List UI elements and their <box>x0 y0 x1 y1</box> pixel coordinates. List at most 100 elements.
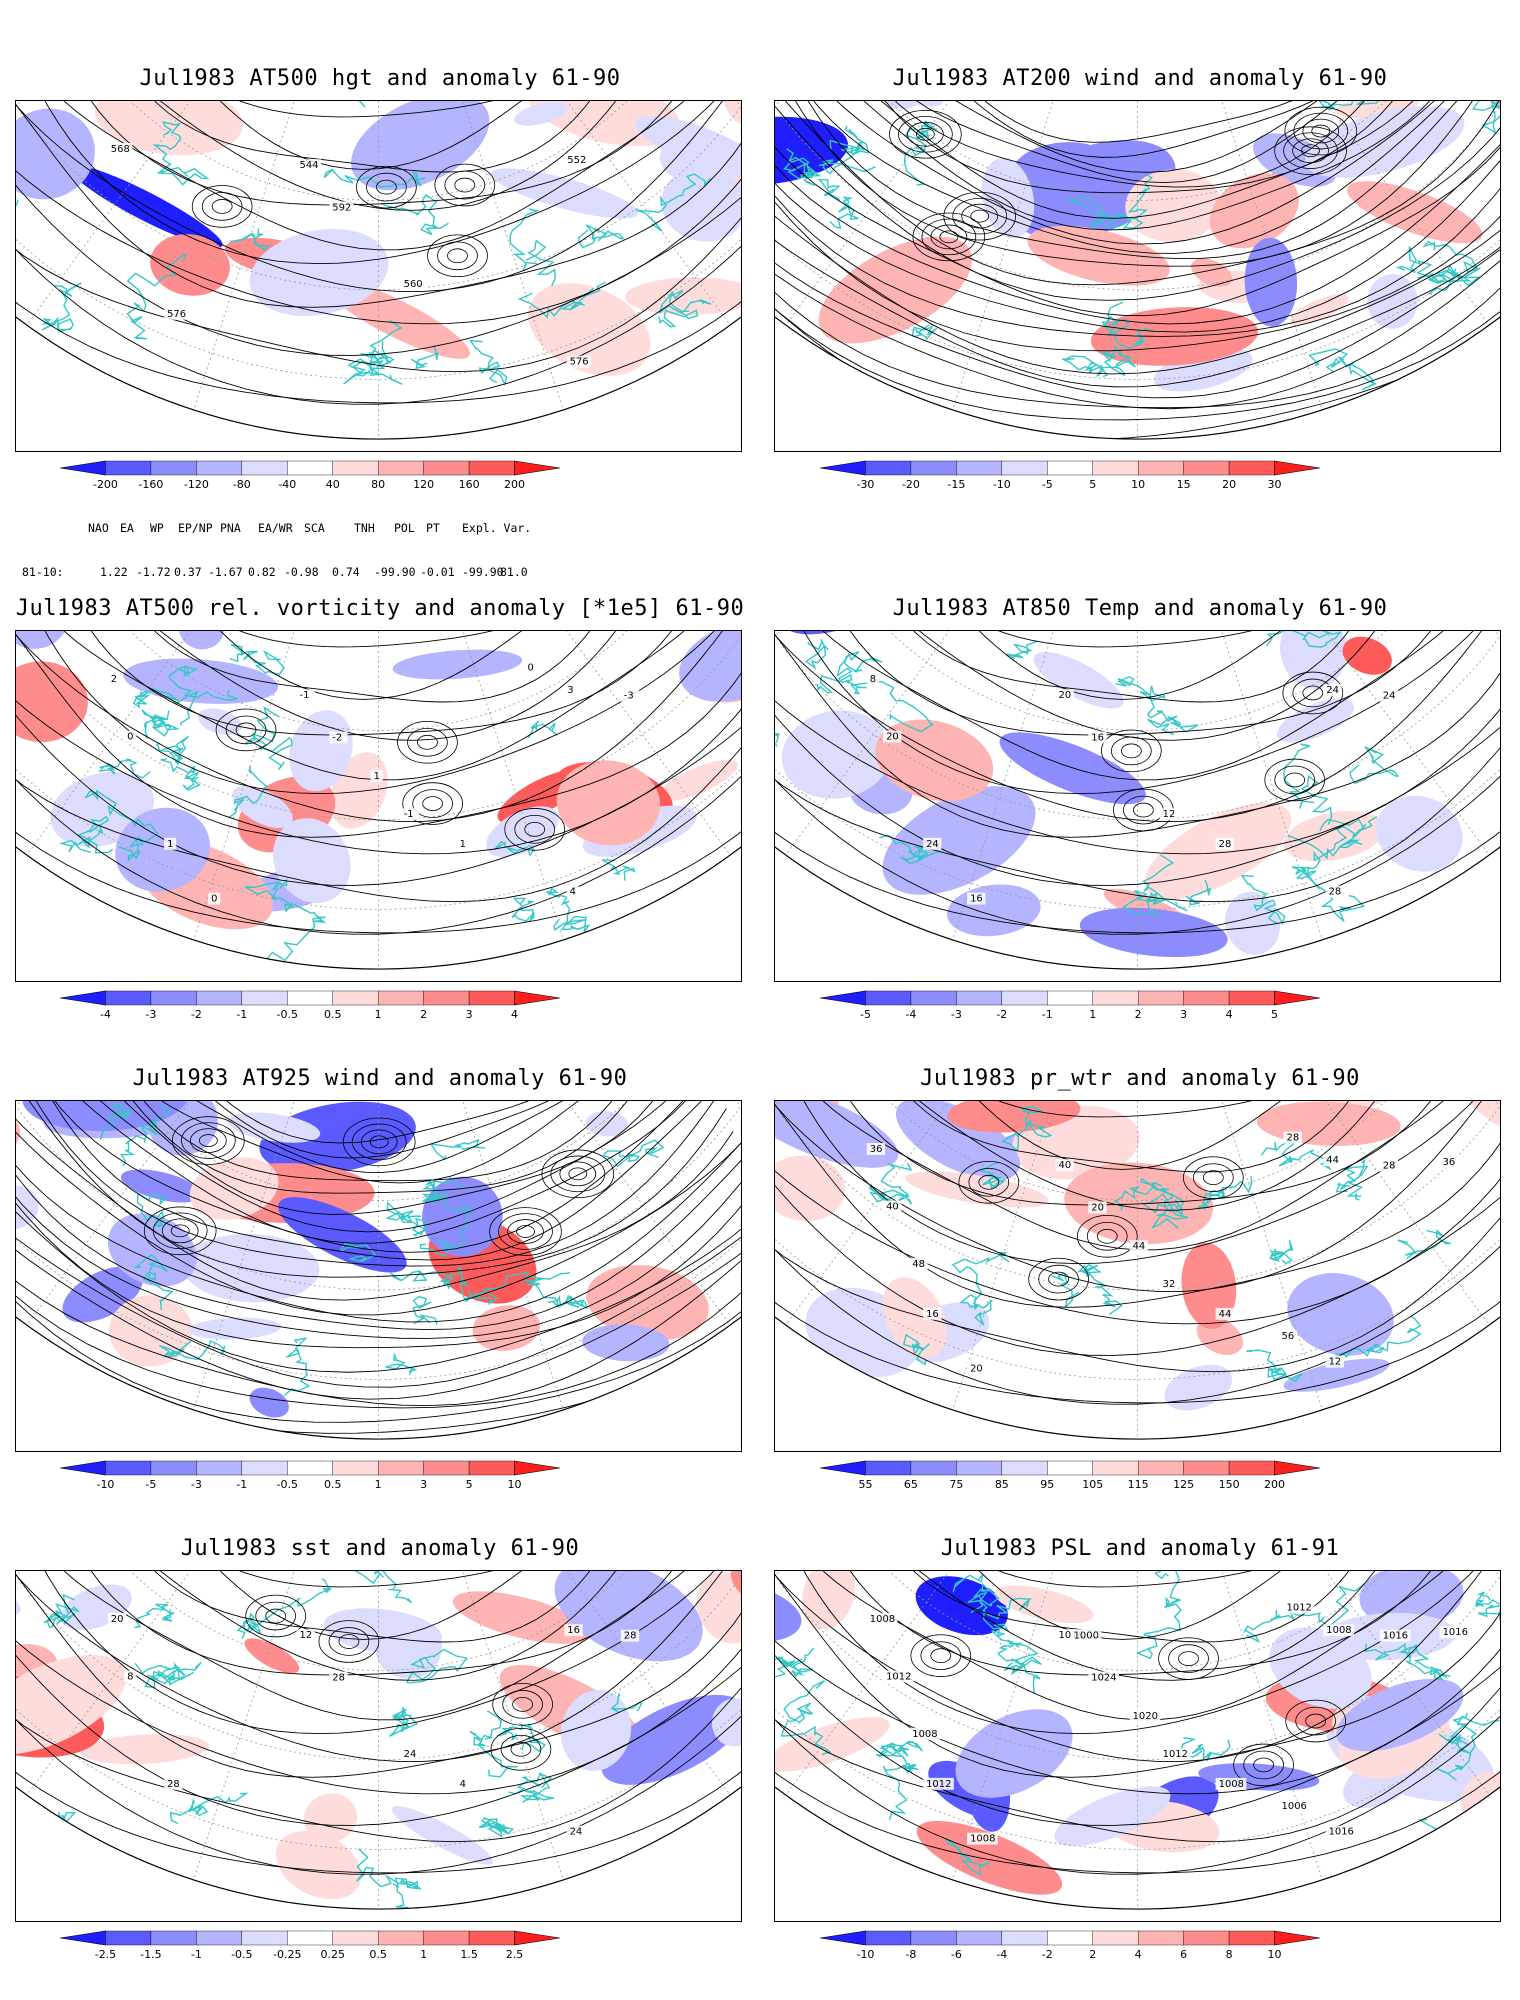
contour-value-label: 28 <box>332 1672 345 1683</box>
negative-anomaly-area <box>1304 106 1465 178</box>
negative-anomaly-area <box>16 631 71 649</box>
contour-value-label: 24 <box>570 1827 583 1838</box>
panel-wind200: Jul1983 AT200 wind and anomaly 61-90 -30… <box>760 0 1520 560</box>
streamline-vortex <box>489 1207 562 1256</box>
contour-line <box>853 1571 1425 1588</box>
coastline <box>511 897 535 922</box>
contour-value-label: 48 <box>912 1259 925 1270</box>
coastline <box>340 1243 377 1263</box>
coastline <box>979 1162 1007 1190</box>
map-wind925 <box>15 1100 742 1452</box>
contour-value-label: 576 <box>167 309 186 320</box>
coastline <box>967 1582 1033 1620</box>
colorbar-tick-label: 15 <box>1177 478 1191 491</box>
streamline-vortex <box>507 1219 544 1244</box>
contour-line <box>775 1101 1500 1404</box>
contour-line <box>52 1571 719 1643</box>
contour-value-label: 20 <box>111 1614 124 1625</box>
contour-line <box>16 631 721 741</box>
colorbar-swatch <box>865 1930 912 1946</box>
streamline <box>16 1101 741 1253</box>
colorbar-tick-label: -10 <box>96 1478 114 1491</box>
contour-line <box>775 1571 1500 1735</box>
contour-line <box>19 1571 737 1676</box>
positive-anomaly-area <box>905 1171 1049 1208</box>
colorbar-swatch <box>377 460 424 476</box>
streamline-vortex <box>198 1134 218 1147</box>
contour-line <box>94 1571 666 1588</box>
negative-anomaly-area <box>22 1101 189 1132</box>
negative-anomaly-area <box>16 108 95 200</box>
positive-anomaly-area <box>994 1585 1094 1624</box>
coastline <box>1316 101 1381 111</box>
colorbar-tick-label: 200 <box>1264 1478 1285 1491</box>
closed-contour <box>1120 743 1142 759</box>
coastline <box>227 766 268 819</box>
contour-value-label: 1016 <box>1443 1627 1468 1638</box>
colorbar-tick-label: 1 <box>420 1948 427 1961</box>
contour-line <box>16 101 741 356</box>
negative-anomaly-area <box>882 786 1036 895</box>
streamline <box>775 161 1500 399</box>
contour-line <box>16 101 741 265</box>
positive-anomaly-area <box>1256 1101 1401 1146</box>
colorbar-tick-label: 4 <box>511 1008 518 1021</box>
panel-temp850: Jul1983 AT850 Temp and anomaly 61-90 20 2… <box>760 530 1520 1030</box>
closed-contour <box>930 1648 952 1664</box>
positive-anomaly-area <box>1464 1101 1500 1148</box>
positive-anomaly-area <box>1027 225 1170 286</box>
coastline <box>16 1823 33 1863</box>
streamline-vortex <box>1292 138 1329 164</box>
coastline <box>1395 246 1456 296</box>
projection-boundary <box>775 846 1500 970</box>
coastline <box>41 282 82 333</box>
teleconnection-value: -1.72 <box>136 565 171 579</box>
closed-contour <box>407 727 448 757</box>
coastline <box>429 1138 486 1161</box>
contour-value-label: 1012 <box>926 1779 951 1790</box>
teleconnection-index-name: WP <box>150 521 164 535</box>
streamline <box>16 1101 741 1373</box>
closed-contour <box>524 821 546 837</box>
negative-anomaly-area <box>422 1176 503 1257</box>
streamline-vortex <box>498 1213 553 1250</box>
coastline <box>493 840 535 857</box>
contour-value-label: 24 <box>926 839 939 850</box>
teleconnection-index-name: TNH <box>354 521 375 535</box>
colorbar-tick-label: 95 <box>1040 1478 1054 1491</box>
contour-value-label: 1008 <box>970 1834 995 1845</box>
closed-contour <box>490 1728 552 1771</box>
negative-anomaly-area <box>601 1694 741 1785</box>
streamline-vortex <box>550 1155 606 1193</box>
contour-line <box>19 101 737 206</box>
closed-contour <box>328 1627 370 1656</box>
streamline-vortex <box>961 203 999 229</box>
colorbar-tick-label: 2.5 <box>506 1948 523 1961</box>
streamline <box>16 1101 741 1409</box>
streamline-vortex <box>568 1167 588 1181</box>
streamline-vortex <box>930 224 968 250</box>
negative-anomaly-area <box>491 168 639 219</box>
contour-line <box>16 101 741 251</box>
closed-contour <box>512 1696 533 1712</box>
teleconnection-value: 81.0 <box>500 565 528 579</box>
coastline <box>410 345 439 370</box>
latitude-circle <box>778 1101 1497 1201</box>
colorbar-sst: -2.5 -1.5 -1 -0.5 -0.25 0.25 0.5 1 1.5 2.5 <box>60 1929 700 1963</box>
meridian-line <box>1217 1571 1323 1880</box>
colorbar-tick-label: -1 <box>236 1008 247 1021</box>
coastline <box>159 1339 226 1361</box>
contour-line <box>775 1571 1500 1762</box>
contour-value-label: 40 <box>1059 1160 1072 1171</box>
contour-value-label: 28 <box>1219 839 1232 850</box>
streamline <box>787 101 1486 260</box>
contour-line <box>55 631 703 700</box>
colorbar-arrow-high <box>1274 460 1321 476</box>
contour-line <box>853 631 1425 648</box>
closed-contour <box>211 199 233 214</box>
coastline <box>1422 240 1481 279</box>
closed-contour <box>437 241 478 271</box>
contour-line <box>775 1101 1500 1356</box>
contour-value-label: 44 <box>1326 1155 1339 1166</box>
positive-anomaly-area <box>150 234 230 296</box>
